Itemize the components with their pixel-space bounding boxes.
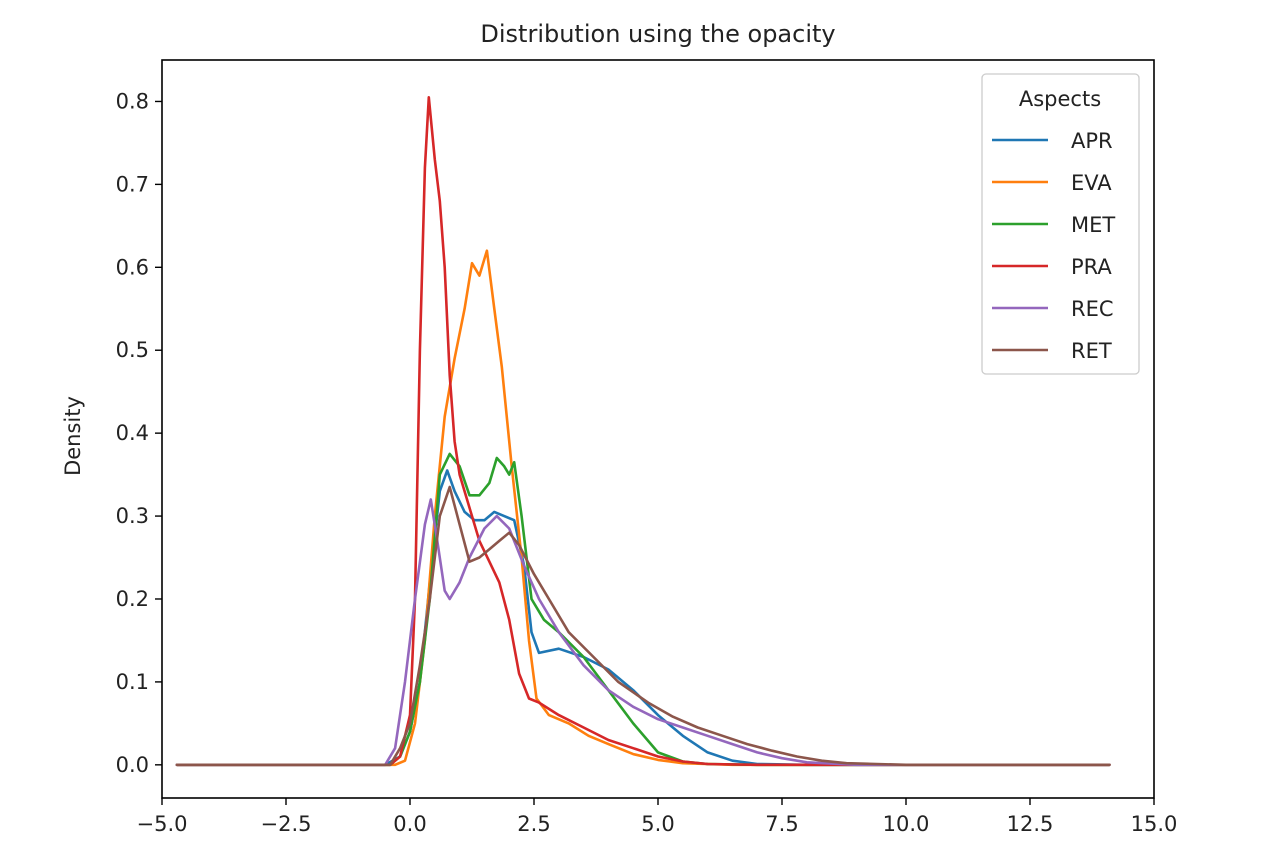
series-line-ret	[175, 485, 1111, 767]
y-axis-label: Density	[61, 396, 85, 476]
y-tick-label: 0.8	[116, 89, 149, 113]
series-line-eva	[175, 249, 1111, 767]
legend-label-rec: REC	[1071, 297, 1114, 321]
legend-items: APR EVA MET PRA REC RET	[992, 129, 1115, 363]
legend-box	[981, 73, 1140, 375]
x-tick-label: 10.0	[883, 812, 930, 836]
x-tick-label: −5.0	[137, 812, 188, 836]
y-tick-label: 0.3	[116, 504, 149, 528]
legend-label-pra: PRA	[1071, 255, 1112, 279]
x-tick-label: 15.0	[1131, 812, 1178, 836]
y-tick-label: 0.7	[116, 172, 149, 196]
x-tick-label: 5.0	[641, 812, 674, 836]
x-tick-label: 7.5	[765, 812, 798, 836]
x-tick-label: 12.5	[1007, 812, 1054, 836]
x-tick-label: 2.5	[517, 812, 550, 836]
legend-label-apr: APR	[1071, 129, 1113, 153]
y-tick-label: 0.4	[116, 421, 149, 445]
legend-label-met: MET	[1071, 213, 1115, 237]
y-tick-label: 0.1	[116, 670, 149, 694]
legend: Aspects APR EVA MET PRA REC RET	[981, 73, 1140, 375]
y-tick-label: 0.5	[116, 338, 149, 362]
x-axis: −5.0 −2.5 0.0 2.5 5.0 7.5 10.0 12.5 15.0	[137, 798, 1178, 836]
legend-label-ret: RET	[1071, 339, 1112, 363]
chart-title: Distribution using the opacity	[480, 20, 835, 48]
y-tick-label: 0.0	[116, 753, 149, 777]
series-layer	[175, 96, 1111, 767]
legend-label-eva: EVA	[1071, 171, 1112, 195]
y-tick-label: 0.2	[116, 587, 149, 611]
y-tick-label: 0.6	[116, 255, 149, 279]
y-axis: 0.0 0.1 0.2 0.3 0.4 0.5 0.6 0.7 0.8	[116, 89, 162, 777]
series-line-rec	[175, 498, 1111, 767]
x-tick-label: −2.5	[261, 812, 312, 836]
x-tick-label: 0.0	[393, 812, 426, 836]
legend-title: Aspects	[1019, 87, 1101, 111]
